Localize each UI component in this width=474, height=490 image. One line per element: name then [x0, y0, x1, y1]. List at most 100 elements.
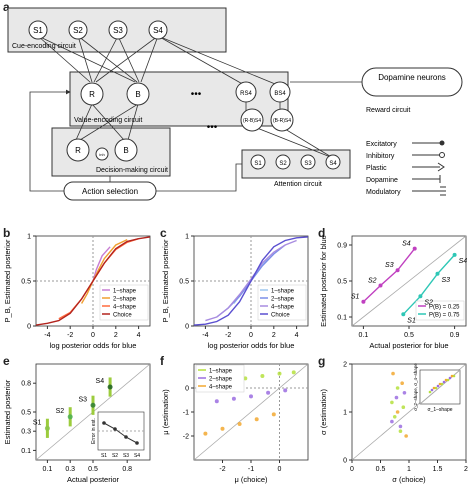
value-diff-node-rb: (R-B)S4: [243, 118, 261, 124]
data-point: [249, 394, 253, 399]
legend-entry: 1–shape: [271, 289, 295, 295]
panel-letter-e: e: [3, 354, 10, 368]
svg-text:Inhibitory: Inhibitory: [366, 153, 395, 160]
data-point: [390, 419, 394, 424]
series-line-3: [193, 236, 309, 326]
svg-text:Excitatory: Excitatory: [366, 141, 397, 148]
annotation-left: S2: [368, 278, 377, 285]
cue-node-label-2: S2: [73, 26, 83, 35]
x-tick-label: 4: [295, 332, 299, 339]
y-tick-label: 2: [343, 362, 347, 369]
data-point: [277, 371, 282, 376]
data-point: [378, 283, 383, 288]
y-tick-label: 0.1: [337, 315, 347, 322]
value-ellipsis-2: •••: [207, 122, 218, 133]
x-tick-label: 0.3: [65, 466, 75, 473]
cue-node-label-4: S4: [153, 26, 163, 35]
x-tick-label: 0.1: [43, 466, 53, 473]
y-tick-label: -1: [183, 410, 189, 417]
x-tick-label: 0: [91, 332, 95, 339]
y-tick-label: 0.5: [21, 279, 31, 286]
data-point: [291, 370, 296, 375]
data-point: [361, 299, 366, 304]
value-node-b-label: B: [135, 90, 140, 99]
annotation-right: S4: [459, 258, 468, 265]
inset-point: [438, 382, 442, 386]
data-point: [214, 399, 219, 404]
data-point: [67, 414, 73, 420]
y-tick-label: 0.5: [337, 279, 347, 286]
inset-point: [434, 386, 438, 390]
annotation-right: S1: [407, 317, 416, 324]
inset-point: [428, 390, 432, 394]
inset-point: [124, 435, 128, 439]
data-point: [395, 386, 400, 390]
inset-point: [430, 388, 434, 392]
inset-point: [446, 378, 450, 382]
x-tick-label: 0.5: [376, 466, 386, 473]
series-line-0: [362, 248, 416, 303]
legend-box: [415, 300, 465, 321]
x-tick-label: 2: [272, 332, 276, 339]
series-label: S1: [33, 419, 42, 426]
svg-text:Modulatory: Modulatory: [366, 189, 401, 196]
attention-node-2: S2: [279, 161, 287, 167]
series-label: S2: [56, 408, 65, 415]
y-axis-label: μ (estimation): [161, 389, 170, 435]
y-axis-label: P_B, Estimated posterior: [161, 239, 170, 322]
legend-entry: P(B) = 0.25: [429, 305, 460, 311]
data-point: [220, 426, 225, 431]
data-point: [390, 400, 394, 405]
y-axis-label: P_B, Estimated posterior: [3, 239, 12, 322]
legend-box: [99, 284, 149, 321]
attention-node-4: S4: [329, 161, 337, 167]
attention-node-1: S1: [254, 161, 262, 167]
data-point: [266, 390, 271, 395]
reward-circuit-label: Reward circuit: [366, 107, 410, 114]
data-point: [243, 376, 248, 381]
y-tick-label: 0: [185, 324, 189, 331]
x-axis-label: σ (choice): [392, 475, 426, 484]
chart-f: -2 -1 0 -2 -1 0 μ (choice) μ (estimation) 1–shap…: [161, 363, 309, 484]
legend-entry: 2–shape: [271, 297, 295, 303]
x-tick-label: 4: [137, 332, 141, 339]
series-label: S4: [96, 378, 105, 385]
series-line-3: [35, 236, 151, 326]
data-point: [254, 417, 259, 422]
x-tick-label: 0.8: [122, 466, 132, 473]
x-tick-label: 0.9: [450, 332, 460, 339]
data-point: [231, 396, 236, 401]
x-axis-label: μ (choice): [234, 475, 268, 484]
data-point: [402, 391, 407, 395]
value-node-b: [126, 82, 150, 106]
value-node-r: [80, 82, 104, 106]
inset-point: [450, 374, 454, 378]
x-tick-label: -4: [202, 332, 208, 339]
x-tick-label: -4: [44, 332, 50, 339]
x-axis-label: Actual posterior for blue: [369, 341, 448, 350]
y-tick-label: 0.9: [337, 243, 347, 250]
inset-point: [102, 421, 106, 425]
data-point: [404, 434, 408, 438]
x-tick-label: -2: [219, 466, 225, 473]
x-tick-label: 0.5: [404, 332, 414, 339]
legend-entry: 2–shape: [209, 377, 233, 383]
inset-point: [135, 441, 139, 445]
attention-circuit-label: Attention circuit: [274, 181, 322, 188]
decision-node-b: B: [123, 146, 128, 155]
action-selection-label: Action selection: [82, 187, 138, 196]
x-tick-label: 0: [278, 466, 282, 473]
legend-entry: 2–shape: [113, 297, 137, 303]
annotation-left: S3: [385, 262, 394, 269]
y-tick-label: 0.3: [21, 429, 31, 436]
inset-ylabel: Error in est.: [91, 418, 97, 444]
legend-entry: 1–shape: [113, 289, 137, 295]
data-point: [237, 422, 242, 426]
inset-point: [448, 376, 452, 380]
legend-entry: 4–shape: [209, 385, 233, 391]
y-tick-label: 0.8: [21, 381, 31, 388]
inset-point: [432, 386, 436, 390]
identity-line: [351, 235, 467, 327]
x-tick-label: 0: [350, 466, 354, 473]
